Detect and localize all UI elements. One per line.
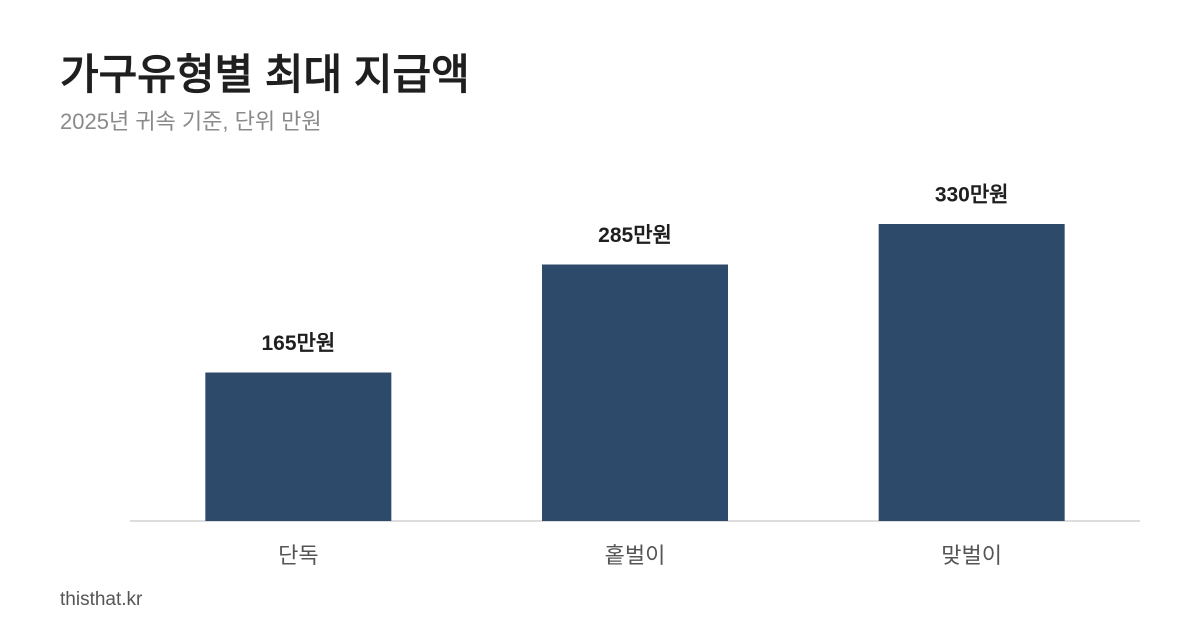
bar — [878, 224, 1065, 521]
x-tick-label: 맞벌이 — [941, 543, 1002, 568]
bar — [542, 264, 728, 521]
value-label: 285만원 — [598, 224, 672, 247]
x-tick-label: 단독 — [278, 543, 318, 568]
bar — [205, 372, 392, 521]
footer: thisthat.kr — [60, 589, 143, 610]
value-label: 330만원 — [935, 184, 1009, 207]
value-label: 165만원 — [261, 332, 335, 355]
chart-subtitle: 2025년 귀속 기준, 단위 만원 — [60, 109, 322, 134]
x-tick-label: 홑벌이 — [605, 543, 666, 568]
chart-title: 가구유형별 최대 지급액 — [60, 51, 470, 98]
